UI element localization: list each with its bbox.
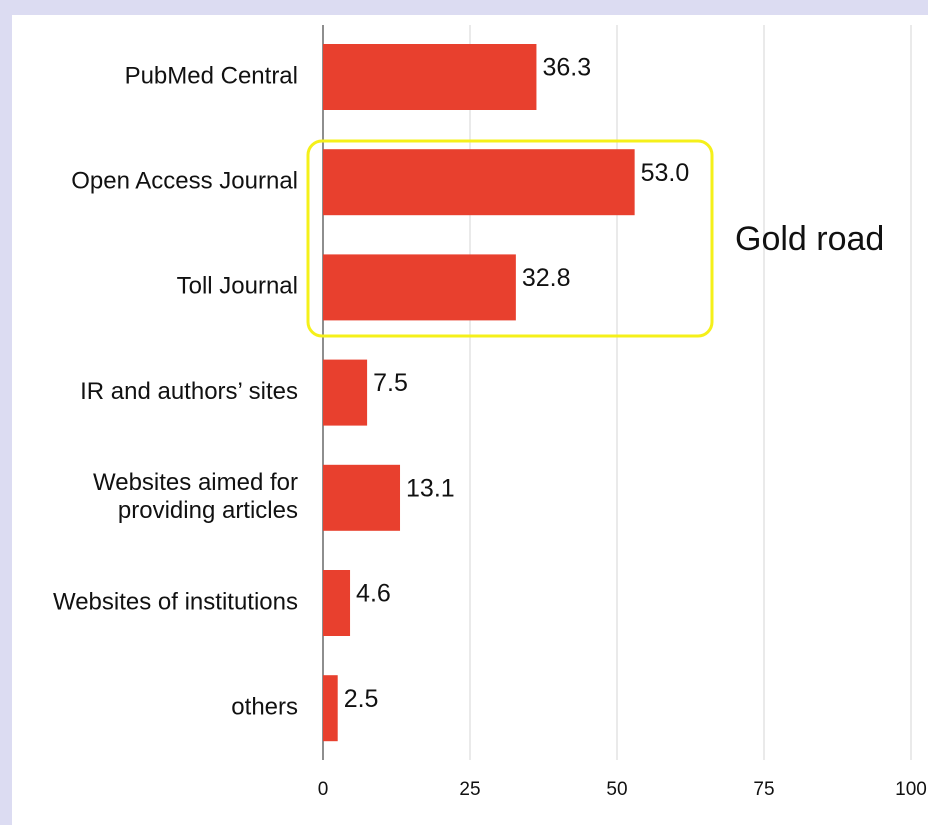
bar	[323, 464, 401, 531]
value-label: 7.5	[373, 369, 408, 397]
bar	[323, 149, 635, 216]
x-tick-label: 50	[606, 779, 627, 800]
x-tick-label: 0	[318, 779, 329, 800]
value-label: 32.8	[522, 264, 571, 292]
bar	[323, 675, 338, 742]
bar	[323, 44, 537, 110]
bar	[323, 359, 368, 426]
highlight-box	[306, 139, 714, 338]
y-tick-label: Websites of institutions	[53, 588, 298, 615]
x-tick-label: 75	[753, 779, 774, 800]
y-tick-label: Websites aimed for providing articles	[93, 469, 298, 524]
y-tick-label: Open Access Journal	[71, 168, 298, 195]
annotation: Gold road	[735, 220, 884, 258]
marks: PubMed Central 36.3 Open Access Journal 53.…	[53, 44, 690, 742]
bar	[323, 254, 516, 321]
value-label: 2.5	[344, 685, 379, 713]
x-tick-label: 100	[895, 779, 927, 800]
y-tick-label: PubMed Central	[125, 62, 298, 89]
value-label: 4.6	[356, 580, 391, 608]
x-tick-label: 25	[459, 779, 480, 800]
value-label: 36.3	[542, 54, 591, 82]
grid: 0 25 50 75 100	[318, 25, 927, 800]
y-tick-label: IR and authors’ sites	[80, 378, 298, 405]
value-label: 13.1	[406, 474, 455, 502]
y-tick-label: Toll Journal	[177, 273, 298, 300]
value-label: 53.0	[641, 159, 690, 187]
bar	[323, 570, 351, 636]
y-tick-label: others	[231, 694, 298, 721]
